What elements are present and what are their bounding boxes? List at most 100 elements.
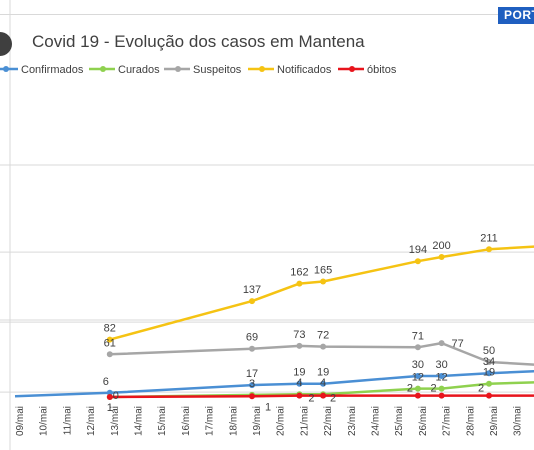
series-line-obitos <box>109 394 534 399</box>
point-confirmados-2 <box>249 382 255 389</box>
legend-marker-notificados <box>259 66 265 72</box>
legend-marker-confirmados <box>3 66 9 72</box>
point-confirmados-1 <box>106 389 113 396</box>
data-label-suspeitos-5: 77 <box>451 338 463 350</box>
data-label-obitos-5: 2 <box>431 383 437 395</box>
point-suspeitos-2 <box>296 342 303 349</box>
data-label-suspeitos-4: 71 <box>412 330 424 342</box>
data-label-obitos-2: 2 <box>308 393 314 405</box>
legend-label-confirmados: Confirmados <box>21 64 84 76</box>
data-label-curados-0: 0 <box>113 390 119 402</box>
x-tick-label-2: 11/mai <box>62 406 73 435</box>
point-notificados-3 <box>320 278 327 285</box>
point-curados-6 <box>486 380 492 387</box>
point-suspeitos-0 <box>106 351 113 358</box>
point-obitos-3 <box>320 392 327 399</box>
header-divider <box>0 14 498 15</box>
point-notificados-4 <box>414 258 421 265</box>
point-suspeitos-1 <box>249 345 255 352</box>
x-tick-label-21: 30/mai <box>513 406 524 436</box>
data-label-confirmados-1: 17 <box>246 368 258 380</box>
legend-marker-curados <box>100 66 106 72</box>
x-tick-label-1: 10/mai <box>39 406 50 436</box>
data-label-curados-6: 19 <box>483 367 495 379</box>
data-label-notificados-0: 82 <box>104 323 116 335</box>
chart-title: Covid 19 - Evolução dos casos em Mantena <box>32 32 365 51</box>
x-tick-label-5: 14/mai <box>134 406 145 436</box>
x-tick-label-16: 25/mai <box>394 406 405 436</box>
legend: Confirmados Curados Suspeitos Notificados ób… <box>0 64 397 76</box>
data-label-suspeitos-1: 69 <box>246 332 258 344</box>
data-label-notificados-5: 200 <box>432 240 450 252</box>
point-confirmados-7 <box>486 370 492 377</box>
data-label-obitos-0: 1 <box>107 402 113 414</box>
series-line-notificados <box>109 245 534 341</box>
data-label-obitos-3: 2 <box>330 393 336 405</box>
data-label-curados-4: 12 <box>412 372 424 384</box>
point-obitos-6 <box>486 392 492 399</box>
data-label-notificados-6: 211 <box>480 232 498 244</box>
point-notificados-6 <box>486 246 492 253</box>
x-tick-label-6: 15/mai <box>157 406 168 436</box>
legend-marker-obitos <box>349 66 355 72</box>
point-confirmados-4 <box>320 380 327 387</box>
data-label-suspeitos-2: 73 <box>293 329 305 341</box>
point-suspeitos-6 <box>486 359 492 365</box>
x-tick-label-20: 29/mai <box>489 406 500 436</box>
point-confirmados-6 <box>438 373 445 379</box>
data-label-notificados-1: 137 <box>243 284 261 296</box>
x-tick-label-19: 28/mai <box>465 406 476 436</box>
legend-label-curados: Curados <box>118 64 160 76</box>
data-label-curados-2: 4 <box>296 377 302 389</box>
point-notificados-0 <box>106 336 113 343</box>
x-tick-label-11: 20/mai <box>276 406 287 436</box>
point-obitos-1 <box>249 393 255 400</box>
point-obitos-5 <box>438 392 445 399</box>
data-label-confirmados-2: 19 <box>293 367 305 379</box>
data-label-confirmados-5: 30 <box>435 359 447 371</box>
x-tick-label-18: 27/mai <box>442 406 453 436</box>
point-obitos-0 <box>106 394 113 400</box>
legend-marker-suspeitos <box>175 66 181 72</box>
x-tick-label-7: 16/mai <box>181 406 192 436</box>
data-label-obitos-4: 2 <box>407 383 413 395</box>
point-notificados-2 <box>296 280 303 287</box>
legend-label-obitos: óbitos <box>367 64 397 76</box>
data-label-confirmados-4: 30 <box>412 359 424 371</box>
data-label-curados-5: 12 <box>435 372 447 384</box>
x-tick-label-3: 12/mai <box>86 406 97 436</box>
series-line-suspeitos <box>109 341 534 366</box>
data-label-obitos-6: 2 <box>478 383 484 395</box>
data-label-suspeitos-0: 61 <box>104 337 116 349</box>
series-line-curados <box>109 381 534 399</box>
data-label-obitos-1: 1 <box>265 401 271 413</box>
x-tick-label-0: 09/mai <box>15 406 26 436</box>
data-label-confirmados-3: 19 <box>317 367 329 379</box>
data-label-confirmados-0: 6 <box>103 376 109 388</box>
data-label-notificados-2: 162 <box>290 267 308 279</box>
point-suspeitos-4 <box>414 344 421 351</box>
point-curados-5 <box>438 385 445 392</box>
point-confirmados-5 <box>414 373 421 379</box>
point-suspeitos-5 <box>438 340 445 347</box>
point-notificados-1 <box>249 298 255 305</box>
series-lines <box>14 245 534 400</box>
point-curados-4 <box>414 385 421 392</box>
x-tick-label-4: 13/mai <box>110 406 121 436</box>
data-label-suspeitos-6: 50 <box>483 345 495 357</box>
data-label-notificados-4: 194 <box>409 244 427 256</box>
x-tick-label-15: 24/mai <box>371 406 382 436</box>
x-axis-tick-labels: 09/mai 10/mai 11/mai 12/mai 13/mai 14/mai 15/m… <box>15 406 524 436</box>
x-tick-label-13: 22/mai <box>323 406 334 436</box>
data-label-confirmados-6: 34 <box>483 356 495 368</box>
portal-badge: PORTAL <box>498 7 534 24</box>
point-suspeitos-3 <box>320 343 327 350</box>
logo-icon <box>0 32 12 56</box>
x-tick-label-12: 21/mai <box>299 406 310 436</box>
x-tick-label-17: 26/mai <box>418 406 429 436</box>
x-tick-label-8: 17/mai <box>205 406 216 436</box>
point-notificados-5 <box>438 254 445 260</box>
